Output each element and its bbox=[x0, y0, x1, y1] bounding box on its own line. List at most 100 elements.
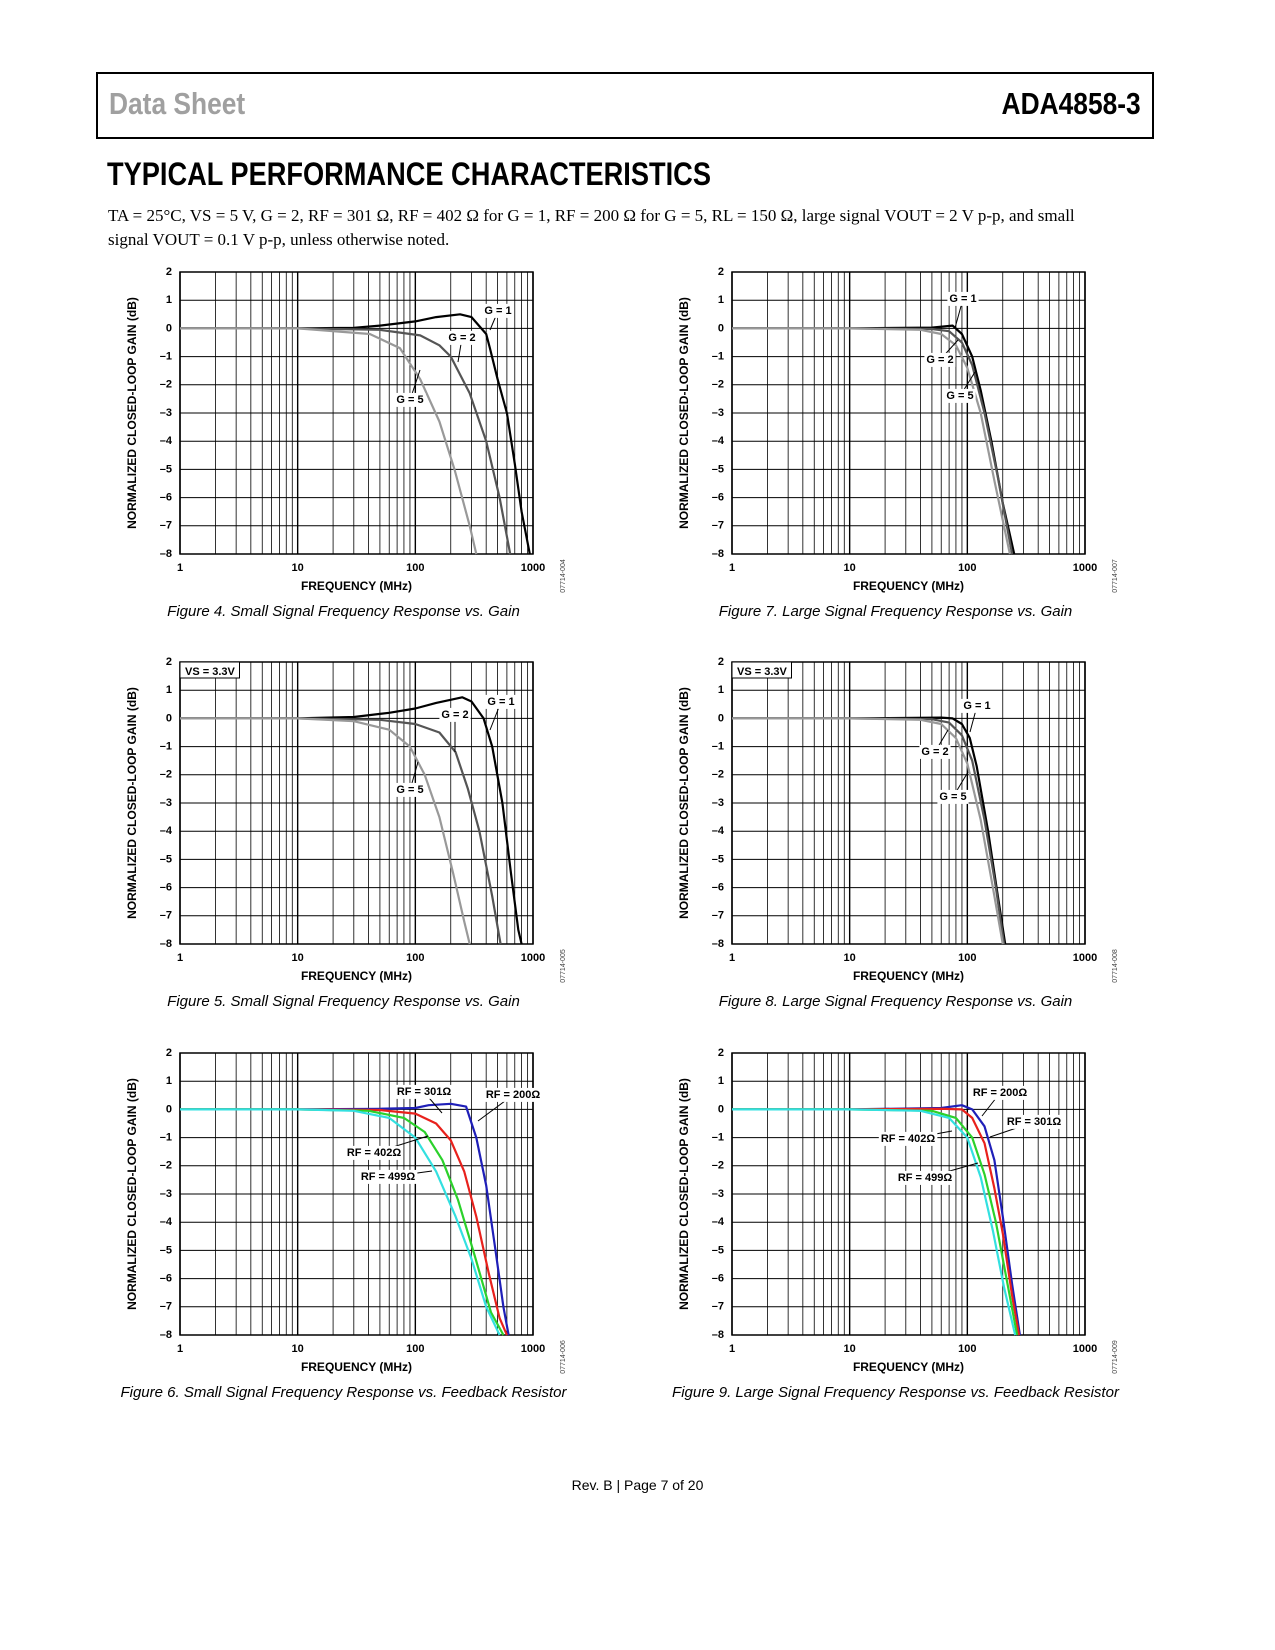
figure-code: 07714-007 bbox=[1112, 559, 1119, 593]
series-label: G = 1 bbox=[484, 305, 511, 317]
y-tick-label: –4 bbox=[712, 1216, 725, 1228]
y-tick-label: –6 bbox=[712, 492, 724, 504]
series-label: G = 2 bbox=[921, 746, 948, 758]
annotation: VS = 3.3V bbox=[737, 666, 788, 678]
x-tick-label: 1000 bbox=[1073, 1343, 1097, 1355]
x-tick-label: 1 bbox=[177, 562, 183, 574]
figure-code: 07714-004 bbox=[560, 559, 567, 593]
y-tick-label: –6 bbox=[160, 492, 172, 504]
series-label: G = 5 bbox=[946, 390, 973, 402]
figure-code: 07714-006 bbox=[560, 1340, 567, 1374]
y-tick-label: –2 bbox=[712, 379, 724, 391]
label-bg bbox=[358, 1169, 418, 1184]
y-tick-label: –3 bbox=[712, 407, 724, 419]
x-tick-label: 1000 bbox=[1073, 562, 1097, 574]
series-label: RF = 200Ω bbox=[973, 1087, 1028, 1099]
y-tick-label: 0 bbox=[166, 1103, 172, 1115]
y-tick-label: 1 bbox=[166, 684, 172, 696]
y-tick-label: –3 bbox=[160, 1188, 172, 1200]
y-tick-label: –1 bbox=[160, 351, 172, 363]
y-tick-label: –4 bbox=[712, 435, 725, 447]
figure-caption: Figure 8. Large Signal Frequency Respons… bbox=[719, 993, 1073, 1010]
series-line bbox=[732, 327, 1011, 555]
label-bg bbox=[895, 1170, 955, 1185]
x-axis-label: FREQUENCY (MHz) bbox=[853, 579, 964, 593]
y-tick-label: 0 bbox=[166, 322, 172, 334]
label-bg bbox=[394, 782, 426, 797]
y-tick-label: –4 bbox=[712, 825, 725, 837]
series-label: RF = 499Ω bbox=[898, 1172, 953, 1184]
figure-code: 07714-005 bbox=[560, 949, 567, 983]
y-tick-label: 1 bbox=[718, 294, 724, 306]
plot-frame bbox=[731, 1052, 1086, 1336]
series-line bbox=[180, 696, 523, 945]
series-label: G = 2 bbox=[441, 709, 468, 721]
y-tick-label: 1 bbox=[718, 1075, 724, 1087]
series-line bbox=[732, 717, 1004, 945]
y-tick-label: –7 bbox=[160, 1301, 172, 1313]
x-tick-label: 1000 bbox=[521, 1343, 545, 1355]
y-tick-label: –2 bbox=[712, 769, 724, 781]
series-label: RF = 402Ω bbox=[881, 1133, 936, 1145]
y-tick-label: –1 bbox=[160, 741, 172, 753]
y-tick-label: –5 bbox=[712, 463, 724, 475]
footer: Rev. B | Page 7 of 20 bbox=[571, 1477, 704, 1493]
label-bg bbox=[947, 291, 979, 306]
y-axis-label: NORMALIZED CLOSED-LOOP GAIN (dB) bbox=[677, 297, 691, 529]
x-tick-label: 1 bbox=[177, 1343, 183, 1355]
series-line bbox=[732, 1108, 1017, 1336]
plot-frame bbox=[179, 1052, 534, 1336]
series-line bbox=[180, 717, 502, 945]
y-tick-label: –8 bbox=[160, 548, 172, 560]
x-axis-label: FREQUENCY (MHz) bbox=[853, 1360, 964, 1374]
label-bg bbox=[919, 744, 951, 759]
annotation-bg bbox=[731, 661, 793, 679]
figure-code: 07714-008 bbox=[1112, 949, 1119, 983]
series-line bbox=[732, 1104, 1021, 1336]
label-bg bbox=[344, 1145, 404, 1160]
y-tick-label: –8 bbox=[160, 938, 172, 950]
label-bg bbox=[944, 388, 976, 403]
series-label: RF = 200Ω bbox=[486, 1089, 541, 1101]
x-axis-label: FREQUENCY (MHz) bbox=[853, 969, 964, 983]
x-tick-label: 1 bbox=[729, 952, 735, 964]
label-bg bbox=[961, 698, 993, 713]
x-tick-label: 10 bbox=[292, 952, 304, 964]
y-tick-label: –5 bbox=[160, 853, 172, 865]
y-axis-label: NORMALIZED CLOSED-LOOP GAIN (dB) bbox=[125, 297, 139, 529]
x-tick-label: 100 bbox=[406, 1343, 424, 1355]
label-bg bbox=[394, 392, 426, 407]
x-tick-label: 100 bbox=[958, 952, 976, 964]
y-tick-label: 1 bbox=[166, 294, 172, 306]
figure-caption: Figure 5. Small Signal Frequency Respons… bbox=[167, 993, 520, 1010]
x-tick-label: 10 bbox=[844, 1343, 856, 1355]
plot-frame bbox=[179, 661, 534, 945]
series-line bbox=[180, 327, 478, 555]
y-tick-label: –6 bbox=[712, 882, 724, 894]
x-tick-label: 1000 bbox=[1073, 952, 1097, 964]
label-bg bbox=[924, 352, 956, 367]
label-bg bbox=[394, 1084, 454, 1099]
x-tick-label: 100 bbox=[406, 562, 424, 574]
y-tick-label: –7 bbox=[160, 910, 172, 922]
plot-frame bbox=[179, 271, 534, 555]
y-tick-label: –6 bbox=[712, 1273, 724, 1285]
figure-caption: Figure 9. Large Signal Frequency Respons… bbox=[672, 1384, 1120, 1401]
y-axis-label: NORMALIZED CLOSED-LOOP GAIN (dB) bbox=[125, 1078, 139, 1310]
y-tick-label: –1 bbox=[712, 351, 724, 363]
y-tick-label: 2 bbox=[718, 266, 724, 278]
x-tick-label: 10 bbox=[844, 562, 856, 574]
y-tick-label: –6 bbox=[160, 882, 172, 894]
label-bg bbox=[446, 330, 478, 345]
y-tick-label: –5 bbox=[160, 463, 172, 475]
y-tick-label: –3 bbox=[712, 1188, 724, 1200]
y-axis-label: NORMALIZED CLOSED-LOOP GAIN (dB) bbox=[125, 687, 139, 919]
label-bg bbox=[439, 707, 471, 722]
section-title: TYPICAL PERFORMANCE CHARACTERISTICS bbox=[107, 156, 711, 192]
header: Data Sheet ADA4858-3 bbox=[96, 72, 1154, 139]
y-tick-label: –8 bbox=[712, 938, 724, 950]
label-bg bbox=[937, 789, 969, 804]
